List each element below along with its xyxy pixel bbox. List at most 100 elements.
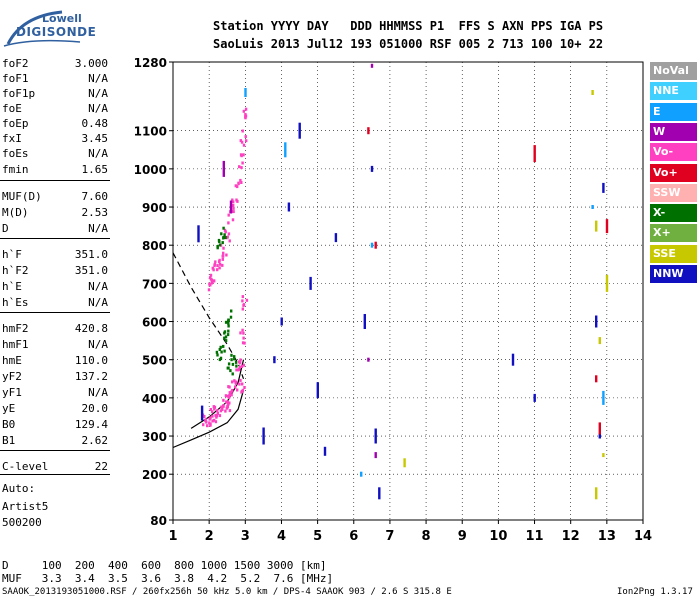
trace-point (231, 362, 235, 366)
trace-point (236, 388, 239, 392)
trace-point (591, 205, 594, 209)
trace-point (360, 471, 363, 477)
x-tick-label: 4 (277, 529, 286, 544)
trace-point (228, 391, 231, 395)
trace-point (602, 390, 605, 405)
param-value: N/A (88, 386, 108, 399)
legend-item-x-minusplus: X+ (650, 224, 697, 243)
trace-point (241, 129, 244, 133)
trace-point (602, 453, 605, 458)
trace-point (222, 246, 225, 250)
trace-point (241, 299, 244, 303)
trace-point (374, 428, 377, 444)
trace-point (242, 303, 245, 307)
y-tick-label: 1100 (134, 125, 167, 139)
trace-point (227, 232, 231, 236)
trace-point (370, 63, 374, 68)
param-name: h`Es (2, 296, 29, 309)
trace-point (214, 260, 217, 264)
trace-point (218, 243, 222, 247)
trace-point (222, 236, 225, 240)
trace-point (230, 309, 233, 313)
param-name: hmE (2, 354, 22, 367)
trace-point (242, 363, 245, 367)
trace-point (240, 140, 244, 144)
x-tick-label: 7 (385, 529, 394, 544)
param-value: N/A (88, 147, 108, 160)
trace-point (210, 278, 213, 282)
y-tick-label: 80 (150, 514, 167, 528)
x-tick-label: 9 (458, 529, 467, 544)
trace-point (229, 200, 233, 214)
param-separator (0, 238, 110, 239)
trace-point (227, 318, 230, 322)
trace-point (222, 398, 225, 402)
trace-point (374, 452, 377, 459)
trace-point (240, 365, 244, 368)
legend-item-nnw: NNW (650, 265, 697, 283)
param-separator (0, 180, 110, 181)
trace-point (244, 88, 247, 97)
x-tick-label: 14 (634, 529, 652, 544)
logo-line2: DIGISONDE (16, 25, 97, 39)
param-name: D (2, 222, 9, 235)
trace-point (224, 320, 228, 324)
param-value: N/A (88, 72, 108, 85)
trace-point (239, 139, 242, 143)
trace-point (316, 382, 319, 399)
trace-point (231, 380, 234, 384)
x-tick-label: 10 (489, 529, 507, 544)
trace-point (241, 341, 245, 345)
footer-version: Ion2Png 1.3.17 (617, 587, 693, 597)
param-value: 22 (94, 460, 108, 473)
trace-point (197, 225, 200, 243)
trace-point (323, 446, 327, 456)
trace-point (245, 298, 249, 302)
trace-point (241, 388, 245, 392)
y-tick-label: 800 (142, 239, 167, 253)
trace-point (374, 241, 377, 249)
trace-point (231, 372, 234, 376)
trace-point (214, 420, 218, 424)
footer-info: SAAOK_2013193051000.RSF / 260fx256h 50 k… (2, 587, 452, 597)
trace-point (309, 276, 312, 290)
legend-item-w: W (650, 122, 697, 141)
trace-point (223, 233, 226, 237)
trace-point (595, 375, 598, 383)
trace-point (233, 355, 236, 359)
trace-point (211, 410, 214, 414)
param-name: yF2 (2, 370, 22, 383)
trace-point (229, 369, 232, 373)
trace-point (273, 356, 276, 364)
trace-point (238, 165, 241, 169)
trace-point (367, 127, 370, 135)
param-name: foE (2, 102, 22, 115)
param-name: hmF1 (2, 338, 29, 351)
trace-point (233, 357, 236, 361)
param-value: 3.000 (74, 57, 108, 70)
trace-point (533, 145, 536, 163)
trace-point (228, 239, 231, 243)
param-name: h`F (2, 248, 22, 261)
trace-point (220, 350, 223, 354)
trace-point (595, 315, 598, 328)
trace-point (370, 165, 374, 172)
trace-point (226, 366, 229, 370)
trace-point (208, 276, 212, 280)
param-value: N/A (88, 338, 108, 351)
param-name: h`F2 (2, 264, 29, 277)
trace-point (240, 154, 243, 158)
trace-point (213, 405, 217, 409)
trace-point (234, 360, 238, 364)
trace-point (227, 324, 230, 328)
trace-point (226, 394, 229, 398)
trace-point (208, 282, 211, 286)
param-name: foEs (2, 147, 29, 160)
logo-swoosh-icon (3, 10, 81, 47)
trace-point (203, 415, 206, 418)
trace-point (216, 412, 219, 415)
trace-point (591, 90, 594, 95)
trace-point (284, 142, 287, 158)
x-tick-label: 6 (349, 529, 358, 544)
trace-point (211, 266, 214, 270)
